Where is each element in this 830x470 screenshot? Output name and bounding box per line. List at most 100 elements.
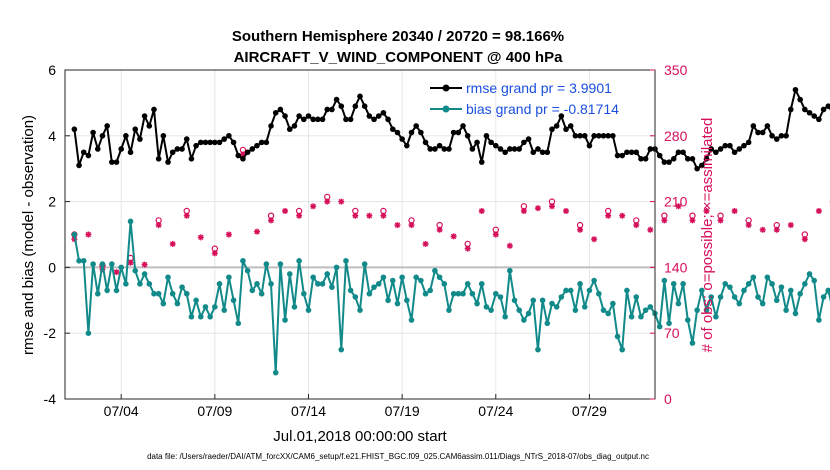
rmse-point bbox=[474, 139, 480, 146]
rmse-point bbox=[436, 142, 443, 149]
bias-point bbox=[197, 313, 204, 320]
x-axis-ticks: 07/04 07/09 07/14 07/19 07/24 07/29 bbox=[104, 394, 607, 419]
rmse-point bbox=[680, 149, 686, 156]
bias-point bbox=[670, 281, 677, 287]
bias-point bbox=[146, 281, 153, 287]
bias-point bbox=[296, 258, 302, 264]
obs-assimilated-point bbox=[366, 212, 373, 219]
rmse-point bbox=[137, 136, 143, 142]
rmse-point bbox=[750, 123, 757, 129]
bias-point bbox=[797, 290, 803, 297]
rmse-point bbox=[708, 146, 714, 152]
bias-point bbox=[221, 307, 228, 313]
bias-point bbox=[80, 258, 87, 264]
rmse-point bbox=[469, 146, 476, 152]
bias-point bbox=[94, 290, 101, 297]
rmse-point bbox=[624, 149, 630, 156]
rmse-point bbox=[118, 146, 124, 152]
bias-point bbox=[792, 310, 799, 317]
obs-assimilated-point bbox=[422, 240, 429, 247]
bias-point bbox=[699, 287, 705, 294]
bias-point bbox=[820, 294, 827, 300]
rmse-point bbox=[174, 146, 181, 152]
rmse-point bbox=[418, 129, 424, 136]
bias-point bbox=[764, 274, 771, 281]
bias-point bbox=[254, 281, 260, 287]
bias-point bbox=[399, 274, 405, 281]
bias-point bbox=[244, 267, 251, 274]
bias-point bbox=[713, 313, 719, 320]
bias-point bbox=[132, 267, 139, 274]
bias-point bbox=[558, 294, 565, 300]
bias-point bbox=[741, 287, 747, 294]
y-axis-label: rmse and bias (model - observation) bbox=[20, 115, 37, 355]
rmse-point bbox=[207, 139, 213, 146]
bias-point bbox=[315, 281, 321, 287]
rmse-point bbox=[352, 103, 359, 109]
obs-assimilated-point bbox=[478, 208, 485, 214]
x-tick-label: 07/04 bbox=[104, 403, 139, 419]
rmse-point bbox=[572, 133, 579, 139]
rmse-point bbox=[441, 146, 448, 152]
chart-title-line1: Southern Hemisphere 20340 / 20720 = 98.1… bbox=[232, 28, 564, 45]
rmse-point bbox=[263, 139, 270, 146]
bias-point bbox=[567, 287, 574, 294]
bias-point bbox=[680, 281, 686, 287]
obs-assimilated-point bbox=[506, 242, 513, 249]
rmse-point bbox=[577, 133, 583, 139]
rmse-point bbox=[90, 129, 96, 136]
rmse-point bbox=[460, 123, 466, 129]
bias-point bbox=[806, 271, 813, 277]
obs-assimilated-point bbox=[675, 203, 682, 210]
obs-assimilated-point bbox=[591, 236, 598, 243]
bias-point bbox=[507, 267, 513, 274]
rmse-point bbox=[104, 123, 110, 129]
rmse-point bbox=[127, 149, 134, 156]
rmse-point bbox=[713, 149, 719, 156]
rmse-point bbox=[497, 146, 504, 152]
rmse-point bbox=[787, 106, 794, 113]
bias-point bbox=[755, 294, 761, 300]
data-file-footer: data file: /Users/raeder/DAI/ATM_forcXX/… bbox=[147, 452, 649, 461]
bias-point bbox=[90, 261, 96, 267]
bias-point bbox=[286, 271, 293, 277]
rmse-point bbox=[567, 123, 574, 129]
rmse-point bbox=[619, 152, 626, 159]
rmse-point bbox=[694, 165, 700, 172]
bias-point bbox=[422, 290, 429, 297]
bias-point bbox=[413, 274, 419, 281]
rmse-point bbox=[305, 113, 312, 119]
bias-point bbox=[329, 284, 335, 290]
obs-assimilated-point bbox=[380, 212, 387, 219]
bias-point bbox=[488, 307, 494, 313]
rmse-point bbox=[581, 133, 588, 139]
obs-assimilated-point bbox=[745, 222, 752, 229]
right-y-tick-label: 0 bbox=[664, 391, 672, 407]
bias-point bbox=[675, 300, 682, 307]
bias-point bbox=[647, 304, 654, 310]
rmse-point bbox=[783, 133, 789, 139]
rmse-point bbox=[586, 142, 593, 149]
bias-point bbox=[633, 294, 640, 300]
bias-point bbox=[638, 313, 644, 320]
rmse-point bbox=[511, 146, 518, 152]
rmse-point bbox=[226, 133, 232, 139]
right-y-tick-label: 280 bbox=[664, 128, 688, 144]
obs-assimilated-point bbox=[801, 236, 808, 243]
bias-point bbox=[432, 267, 438, 274]
bias-point bbox=[141, 271, 148, 277]
rmse-point bbox=[455, 129, 462, 136]
bias-point bbox=[474, 300, 480, 307]
bias-point bbox=[642, 307, 649, 313]
y-tick-label: -4 bbox=[44, 391, 57, 407]
bias-point bbox=[614, 333, 621, 340]
rmse-point bbox=[446, 146, 452, 152]
rmse-point bbox=[507, 146, 513, 152]
rmse-point bbox=[286, 126, 293, 133]
bias-point bbox=[563, 287, 569, 294]
bias-point bbox=[352, 294, 359, 300]
rmse-point bbox=[755, 129, 761, 136]
rmse-point bbox=[778, 133, 785, 139]
rmse-point bbox=[600, 133, 607, 139]
rmse-point bbox=[722, 142, 729, 149]
